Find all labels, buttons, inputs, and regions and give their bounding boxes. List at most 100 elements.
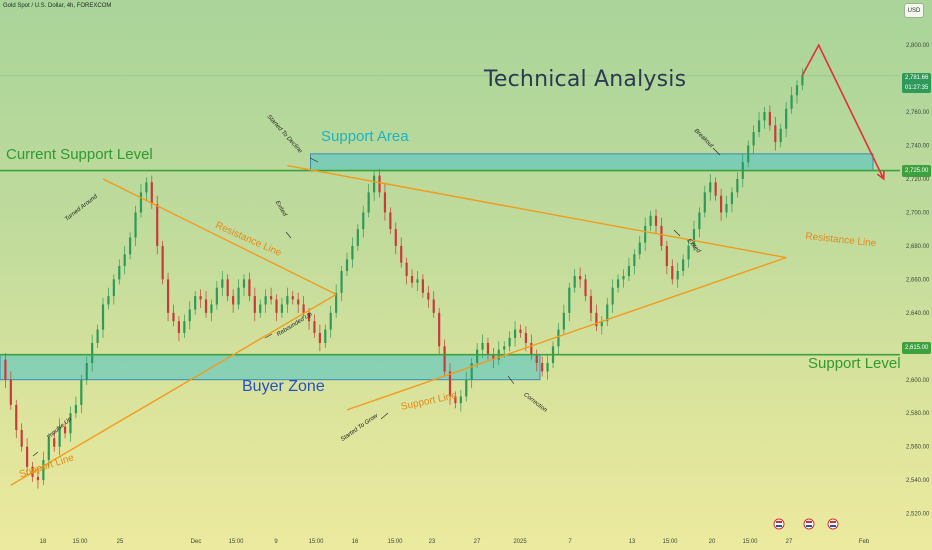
candle <box>96 324 99 348</box>
candle <box>719 189 723 221</box>
candle-body <box>302 304 305 313</box>
candle <box>172 304 175 327</box>
x-tick-label: 15:00 <box>308 539 324 545</box>
candle <box>427 286 430 308</box>
x-tick-label: 15:00 <box>742 539 758 545</box>
candle-body <box>519 329 522 333</box>
candle-body <box>172 312 175 322</box>
candle-body <box>774 125 777 143</box>
candle-body <box>58 426 61 447</box>
candle <box>313 314 316 338</box>
flag-stripe <box>776 525 782 527</box>
candle <box>508 331 511 352</box>
x-tick-label: 15:00 <box>228 539 244 545</box>
candle-body <box>183 321 186 333</box>
support-level-label: Support Level <box>808 355 901 372</box>
candle <box>644 217 647 251</box>
candle-body <box>698 212 701 230</box>
candle-body <box>654 215 658 226</box>
annotation-arrow <box>380 412 389 420</box>
candle-body <box>421 279 424 293</box>
last-price: 2,781.66 <box>905 75 929 81</box>
candle <box>394 222 397 255</box>
candle <box>421 274 424 298</box>
annotation-arrow <box>32 451 39 457</box>
candle <box>541 356 544 377</box>
candle <box>774 117 777 151</box>
candle <box>36 470 40 489</box>
candle <box>725 195 728 218</box>
candle <box>492 347 495 369</box>
candle-body <box>660 225 663 246</box>
candle-body <box>259 304 262 313</box>
candle <box>595 304 598 332</box>
event-flag-icon[interactable] <box>773 518 785 530</box>
candle-body <box>53 438 56 447</box>
candle-body <box>237 287 240 305</box>
event-flag-icon[interactable] <box>827 518 839 530</box>
candle <box>101 297 105 338</box>
projection-arrow-icon <box>876 170 885 181</box>
candle-body <box>616 279 620 288</box>
candle-body <box>177 321 181 333</box>
candle-body <box>9 379 12 405</box>
x-tick-label: 15:00 <box>662 539 678 545</box>
candle-body <box>427 292 430 300</box>
candle-body <box>757 120 761 133</box>
candle <box>264 289 267 313</box>
candle-body <box>4 359 7 380</box>
x-tick-label: 18 <box>40 539 47 545</box>
candle <box>633 249 636 275</box>
candle-body <box>633 254 636 266</box>
candle-body <box>573 276 576 288</box>
zones <box>0 153 874 381</box>
candle-body <box>226 279 229 297</box>
candle <box>139 183 143 218</box>
x-tick-label: 16 <box>352 539 359 545</box>
candle-body <box>242 279 246 288</box>
x-tick-label: 15:00 <box>72 539 88 545</box>
time-axis[interactable]: 18 15:00 25 Dec 15:00 9 15:00 16 15:00 23 27 2025 7 1… <box>40 518 870 545</box>
x-tick-label: 23 <box>429 539 436 545</box>
candle <box>535 349 538 372</box>
candle-body <box>562 312 565 330</box>
candle <box>627 257 631 282</box>
candle <box>692 220 696 251</box>
current-support-price-tag: 2,725.00 <box>902 165 932 177</box>
candle-body <box>595 312 598 327</box>
candle-body <box>286 296 289 305</box>
price-axis[interactable]: 2,520.00 2,540.00 2,560.00 2,580.00 2,600.00… <box>906 43 930 518</box>
y-tick-label: 2,760.00 <box>906 110 930 116</box>
candle-body <box>503 346 506 350</box>
candle <box>611 279 614 313</box>
candle-body <box>801 75 804 86</box>
candle <box>307 307 311 330</box>
candle <box>465 371 468 402</box>
y-tick-label: 2,800.00 <box>906 43 930 49</box>
candle <box>345 252 349 277</box>
candle-body <box>725 204 728 213</box>
candle <box>156 195 159 255</box>
candle <box>687 239 690 268</box>
candle-body <box>676 271 679 280</box>
candle-body <box>204 299 208 313</box>
candle <box>145 177 148 201</box>
candle-body <box>307 312 311 322</box>
candle-body <box>763 112 766 121</box>
buyer-zone-label: Buyer Zone <box>242 378 325 395</box>
candle-body <box>42 460 45 481</box>
event-flag-icon[interactable] <box>803 518 815 530</box>
candle <box>15 399 18 439</box>
candle-body <box>335 292 338 313</box>
x-tick-label: 2025 <box>513 539 527 545</box>
candle <box>416 271 419 292</box>
candle-body <box>703 192 706 213</box>
currency-button[interactable]: USD <box>904 3 924 18</box>
candle-body <box>345 259 349 271</box>
candle-body <box>644 225 647 243</box>
candle <box>671 259 674 285</box>
candle-body <box>47 438 50 461</box>
candle-body <box>622 276 625 280</box>
candle-body <box>291 296 294 300</box>
